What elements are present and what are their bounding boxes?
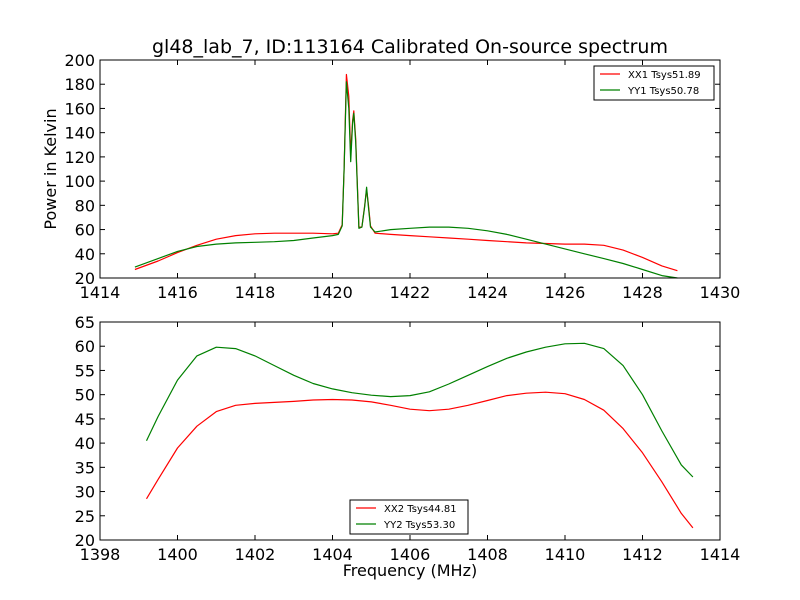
top-plot: 1414 1416 1418 1420 1422 1424 1426 1428 1430 20 40…: [64, 51, 740, 302]
bottom-y-tick-label: 30: [75, 483, 95, 502]
bottom-x-tick-label: 1412: [622, 545, 663, 564]
top-y-tick-label: 80: [75, 196, 95, 215]
top-x-tick-label: 1414: [80, 283, 121, 302]
bottom-y-tick-label: 50: [75, 386, 95, 405]
bottom-series-line-xx: [145, 391, 694, 529]
bottom-y-tick-label: 20: [75, 531, 95, 550]
bottom-plot-ticks: 1398 1400 1402 1404 1406 1408 1410 1412 1414 20 25…: [75, 313, 741, 564]
top-y-tick-label: 20: [75, 269, 95, 288]
legend-label-yy2: YY2 Tsys53.30: [383, 520, 455, 531]
bottom-y-tick-label: 60: [75, 337, 95, 356]
legend-label-xx2: XX2 Tsys44.81: [384, 504, 457, 515]
bottom-x-tick-label: 1400: [157, 545, 198, 564]
bottom-y-tick-label: 65: [75, 313, 95, 332]
bottom-y-tick-label: 25: [75, 507, 95, 526]
top-y-tick-label: 60: [75, 221, 95, 240]
top-x-tick-label: 1418: [235, 283, 276, 302]
bottom-legend: XX2 Tsys44.81 YY2 Tsys53.30: [349, 499, 469, 535]
top-legend-box: [593, 65, 715, 101]
bottom-x-tick-label: 1414: [700, 545, 741, 564]
top-legend: XX1 Tsys51.89 YY1 Tsys50.78: [593, 65, 715, 101]
top-y-axis-label: Power in Kelvin: [41, 108, 60, 229]
top-x-tick-label: 1430: [700, 283, 741, 302]
x-axis-label: Frequency (MHz): [343, 561, 477, 580]
bottom-y-tick-label: 55: [75, 361, 95, 380]
top-y-tick-label: 120: [64, 148, 95, 167]
top-y-tick-label: 180: [64, 75, 95, 94]
bottom-x-tick-label: 1408: [467, 545, 508, 564]
top-plot-ticks: 1414 1416 1418 1420 1422 1424 1426 1428 1430 20 40…: [64, 51, 740, 302]
bottom-plot: 1398 1400 1402 1404 1406 1408 1410 1412 1414 20 25…: [75, 313, 741, 564]
bottom-y-tick-label: 45: [75, 410, 95, 429]
top-x-tick-label: 1420: [312, 283, 353, 302]
top-x-tick-label: 1416: [157, 283, 198, 302]
bottom-x-tick-label: 1406: [390, 545, 431, 564]
bottom-y-tick-label: 35: [75, 458, 95, 477]
top-y-tick-label: 100: [64, 172, 95, 191]
bottom-x-tick-label: 1404: [312, 545, 353, 564]
top-x-tick-label: 1428: [622, 283, 663, 302]
bottom-x-tick-label: 1410: [545, 545, 586, 564]
bottom-x-tick-label: 1398: [80, 545, 121, 564]
bottom-legend-box: [349, 499, 469, 535]
top-x-tick-label: 1424: [467, 283, 508, 302]
top-x-tick-label: 1422: [390, 283, 431, 302]
top-x-tick-label: 1426: [545, 283, 586, 302]
top-y-tick-label: 40: [75, 245, 95, 264]
top-y-tick-label: 140: [64, 124, 95, 143]
bottom-plot-lines: [145, 342, 694, 529]
top-plot-lines: [134, 73, 678, 279]
top-y-tick-label: 160: [64, 99, 95, 118]
top-series-line-yy: [134, 81, 678, 279]
bottom-x-tick-label: 1402: [235, 545, 276, 564]
bottom-y-tick-label: 40: [75, 434, 95, 453]
top-y-tick-label: 200: [64, 51, 95, 70]
legend-label-xx1: XX1 Tsys51.89: [628, 70, 701, 81]
bottom-series-line-yy: [145, 342, 694, 478]
legend-label-yy1: YY1 Tsys50.78: [627, 86, 699, 97]
chart-title: gl48_lab_7, ID:113164 Calibrated On-sour…: [152, 36, 668, 58]
